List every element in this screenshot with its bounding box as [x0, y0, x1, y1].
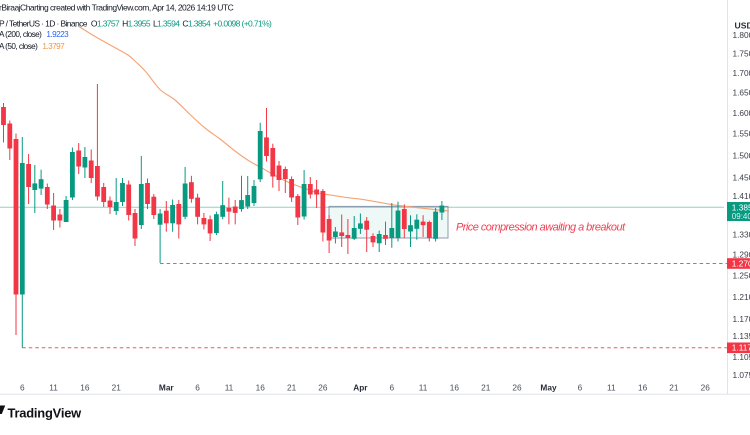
- svg-text:21: 21: [112, 382, 122, 392]
- svg-text:1.210: 1.210: [733, 292, 750, 302]
- svg-text:16: 16: [80, 382, 90, 392]
- svg-text:11: 11: [49, 382, 58, 392]
- svg-text:1.117: 1.117: [732, 343, 750, 353]
- svg-text:11: 11: [607, 382, 616, 392]
- svg-text:1.600: 1.600: [733, 108, 750, 118]
- svg-text:TradingView: TradingView: [8, 406, 83, 421]
- svg-text:rBiraajCharting created with T: rBiraajCharting created with TradingView…: [0, 3, 234, 13]
- svg-text:USDT: USDT: [735, 21, 750, 31]
- svg-text:1.170: 1.170: [733, 314, 750, 324]
- svg-text:Mar: Mar: [159, 382, 175, 392]
- svg-text:6: 6: [20, 382, 25, 392]
- svg-text:09:40: 09:40: [732, 212, 750, 221]
- svg-text:16: 16: [256, 382, 266, 392]
- svg-text:1.250: 1.250: [733, 271, 750, 281]
- svg-text:1.700: 1.700: [733, 68, 750, 78]
- svg-text:26: 26: [512, 382, 522, 392]
- svg-text:1.500: 1.500: [733, 150, 750, 160]
- svg-text:6: 6: [578, 382, 583, 392]
- svg-text:A (50, close)1.3797: A (50, close)1.3797: [0, 42, 65, 51]
- svg-text:21: 21: [481, 382, 491, 392]
- svg-text:Price compression awaiting a b: Price compression awaiting a breakout: [456, 222, 626, 234]
- svg-text:21: 21: [669, 382, 679, 392]
- svg-text:A (200, close)1.9223: A (200, close)1.9223: [0, 30, 69, 39]
- svg-text:1.650: 1.650: [733, 88, 750, 98]
- svg-text:11: 11: [225, 382, 234, 392]
- svg-text:1.135: 1.135: [733, 331, 750, 341]
- svg-text:1.800: 1.800: [733, 30, 750, 40]
- svg-text:1.075: 1.075: [733, 370, 750, 380]
- svg-text:Apr: Apr: [353, 382, 368, 392]
- svg-text:1.750: 1.750: [733, 49, 750, 59]
- svg-text:21: 21: [287, 382, 297, 392]
- svg-text:May: May: [540, 382, 557, 392]
- svg-text:1.105: 1.105: [733, 352, 750, 362]
- svg-text:16: 16: [638, 382, 648, 392]
- svg-text:16: 16: [450, 382, 460, 392]
- svg-text:6: 6: [195, 382, 200, 392]
- svg-text:1.270: 1.270: [732, 258, 750, 268]
- svg-text:1.330: 1.330: [733, 230, 750, 240]
- svg-text:11: 11: [419, 382, 428, 392]
- svg-text:1.550: 1.550: [733, 129, 750, 139]
- svg-text:1.450: 1.450: [733, 173, 750, 183]
- svg-text:1.410: 1.410: [733, 191, 750, 201]
- svg-text:6: 6: [389, 382, 394, 392]
- svg-text:26: 26: [318, 382, 328, 392]
- svg-text:26: 26: [701, 382, 711, 392]
